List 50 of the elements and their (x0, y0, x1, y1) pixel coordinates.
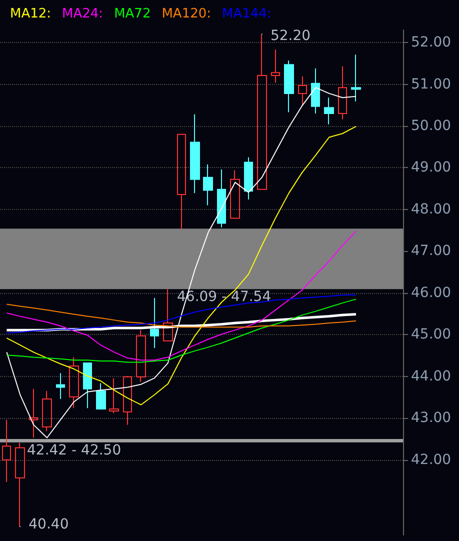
candlestick (177, 134, 186, 230)
candlestick (203, 164, 213, 206)
candlestick (338, 66, 347, 120)
candlestick (230, 170, 240, 219)
annotation: 40.40 (28, 516, 69, 533)
y-tick-label: 45.00 (411, 326, 452, 343)
text: MA24: (62, 6, 104, 22)
candlestick (163, 288, 173, 342)
candlestick (56, 372, 65, 400)
candlestick (42, 390, 52, 432)
candlestick (109, 378, 119, 414)
line-series (6, 126, 356, 406)
y-tick-label: 50.00 (411, 118, 452, 134)
y-tick-label: 43.00 (411, 410, 452, 426)
y-tick-label: 52.00 (411, 34, 452, 51)
line-series (6, 304, 356, 328)
candlestick (83, 362, 92, 409)
y-tick-label: 48.00 (411, 201, 452, 218)
y-tick-label: 49.00 (411, 160, 452, 176)
candlestick (2, 419, 11, 482)
candlestick (69, 356, 79, 409)
candlestick (150, 297, 159, 349)
candlestick (244, 156, 253, 200)
candlestick (217, 168, 226, 228)
candlestick (29, 388, 38, 438)
text: MA144: (222, 6, 272, 22)
line-series (6, 230, 356, 361)
candlestick (271, 49, 280, 84)
text: MA120: (162, 6, 212, 22)
candlestick (136, 330, 146, 382)
text: MA72 (114, 6, 151, 22)
text: MA12: (10, 6, 52, 22)
candlestick (15, 442, 25, 528)
candlestick (298, 76, 307, 106)
candlestick (190, 114, 200, 194)
annotation: 52.20 (270, 28, 311, 44)
candlestick (123, 375, 132, 426)
y-tick-label: 42.00 (411, 452, 452, 468)
line-series (6, 87, 356, 438)
band-label: 42.42 - 42.50 (27, 442, 122, 458)
y-tick-label: 46.00 (411, 284, 452, 301)
candlestick (96, 382, 106, 410)
candlestick (351, 54, 361, 102)
candlestick (311, 68, 320, 114)
y-tick-label: 51.00 (411, 76, 452, 92)
candlestick (257, 34, 267, 190)
y-tick-label: 47.00 (411, 243, 452, 260)
candlestick (324, 97, 334, 125)
candlestick (284, 60, 294, 113)
y-tick-label: 44.00 (411, 368, 452, 384)
